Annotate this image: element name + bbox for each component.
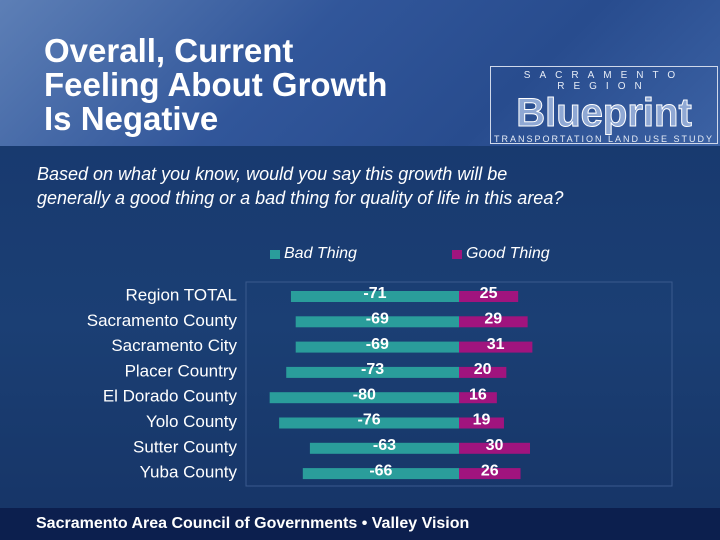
value-label: -76 [358, 412, 381, 429]
category-label: Region TOTAL [125, 285, 237, 304]
legend-label: Good Thing [466, 245, 550, 262]
bar [290, 291, 459, 302]
category-label: Sacramento County [87, 311, 238, 330]
value-label: 30 [486, 437, 504, 454]
bar [286, 366, 459, 378]
value-label: 16 [469, 386, 487, 403]
value-label: 19 [473, 412, 491, 429]
bar [279, 417, 459, 429]
category-label: El Dorado County [103, 387, 238, 406]
title-line: Feeling About Growth [44, 66, 388, 103]
logo: SACRAMENTO REGION Blueprint TRANSPORTATI… [490, 66, 718, 144]
legend-swatch [270, 250, 280, 259]
bar [459, 392, 497, 404]
question-line: generally a good thing or a bad thing fo… [37, 188, 564, 208]
logo-top: SACRAMENTO REGION [523, 70, 685, 92]
header-band [0, 0, 720, 146]
bar [269, 392, 459, 404]
value-label: -66 [369, 462, 392, 479]
bar [309, 442, 459, 454]
footer: Sacramento Area Council of Governments •… [0, 508, 720, 540]
category-label: Placer Country [125, 361, 238, 380]
value-label: 31 [487, 336, 505, 353]
bar [459, 442, 530, 454]
value-label: 29 [484, 311, 502, 328]
title-line: Is Negative [44, 100, 219, 137]
value-label: -73 [361, 361, 384, 378]
value-label: 20 [474, 361, 492, 378]
bar [459, 316, 528, 328]
title: Overall, Current Feeling About Growth Is… [44, 34, 387, 136]
value-label: 25 [480, 285, 498, 302]
value-label: -80 [353, 386, 376, 403]
category-label: Sacramento City [111, 336, 237, 355]
legend-swatch [452, 250, 462, 259]
bar [302, 468, 459, 480]
bar [295, 341, 459, 353]
category-label: Sutter County [133, 437, 237, 456]
value-label: -69 [366, 311, 389, 328]
logo-name: Blueprint [516, 91, 693, 135]
plot-frame [245, 281, 673, 487]
bar [459, 341, 533, 353]
bar [459, 468, 521, 480]
value-label: -69 [366, 336, 389, 353]
question: Based on what you know, would you say th… [37, 162, 563, 210]
category-label: Yolo County [146, 412, 238, 431]
value-label: -71 [363, 285, 386, 302]
value-label: 26 [481, 462, 499, 479]
category-label: Yuba County [140, 463, 238, 482]
title-line: Overall, Current [44, 32, 294, 69]
legend-label: Bad Thing [284, 245, 357, 262]
bar [459, 366, 507, 378]
bar [459, 291, 519, 302]
value-label: -63 [373, 437, 396, 454]
question-line: Based on what you know, would you say th… [37, 164, 508, 184]
logo-bottom: TRANSPORTATION LAND USE STUDY [493, 134, 715, 144]
bar [295, 316, 459, 328]
bar [459, 417, 504, 429]
